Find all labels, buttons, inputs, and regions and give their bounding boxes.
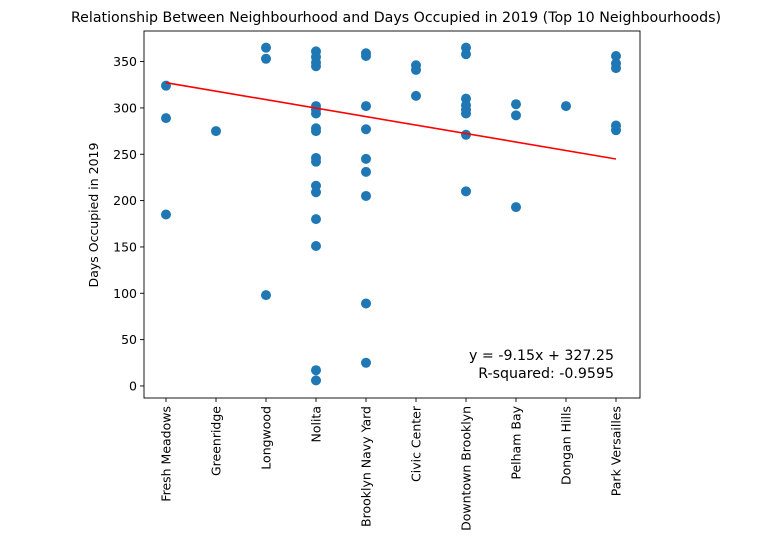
- data-point: [311, 214, 321, 225]
- data-point: [311, 365, 321, 376]
- data-point: [611, 51, 621, 62]
- data-point: [311, 126, 321, 137]
- x-tick-label: Downtown Brooklyn: [459, 406, 474, 531]
- y-tick-label: 100: [113, 286, 137, 301]
- data-point: [361, 298, 371, 309]
- data-point: [311, 108, 321, 119]
- data-point: [311, 187, 321, 198]
- x-tick-label: Fresh Meadows: [159, 406, 174, 502]
- data-point: [561, 101, 571, 112]
- data-point: [361, 51, 371, 62]
- data-point: [411, 90, 421, 101]
- x-axis-ticks: Fresh Meadows Greenridge Longwood Nolita Bro…: [159, 398, 624, 531]
- y-axis-ticks: 0 50 100 150 200 250 300 350: [113, 54, 144, 393]
- y-tick-label: 300: [113, 100, 137, 115]
- data-point: [611, 125, 621, 136]
- data-point: [511, 99, 521, 110]
- data-point: [311, 241, 321, 252]
- data-point: [311, 375, 321, 386]
- y-axis-label: Days Occupied in 2019: [86, 143, 101, 288]
- data-point: [411, 64, 421, 75]
- x-tick-label: Nolita: [309, 406, 324, 443]
- data-point: [361, 357, 371, 368]
- data-point: [211, 126, 221, 137]
- data-point: [261, 290, 271, 301]
- data-point: [611, 63, 621, 74]
- regression-equation: y = -9.15x + 327.25: [469, 348, 614, 364]
- y-tick-label: 0: [129, 378, 137, 393]
- r-squared-text: R-squared: -0.9595: [478, 366, 614, 382]
- y-tick-label: 200: [113, 193, 137, 208]
- data-point: [261, 42, 271, 53]
- data-point: [311, 156, 321, 167]
- x-tick-label: Longwood: [259, 406, 274, 470]
- data-point: [361, 166, 371, 177]
- y-tick-label: 350: [113, 54, 137, 69]
- plot-frame: [143, 30, 641, 399]
- data-point: [361, 124, 371, 135]
- regression-line: [165, 81, 617, 160]
- data-point: [461, 49, 471, 60]
- chart-title: Relationship Between Neighbourhood and D…: [71, 10, 721, 26]
- data-point: [461, 186, 471, 197]
- x-tick-label: Park Versailles: [609, 406, 624, 496]
- data-point: [161, 113, 171, 124]
- data-point: [361, 101, 371, 112]
- data-point: [361, 190, 371, 201]
- data-point: [361, 153, 371, 164]
- y-tick-label: 150: [113, 239, 137, 254]
- x-tick-label: Civic Center: [409, 405, 424, 482]
- x-tick-label: Dongan Hills: [559, 406, 574, 485]
- data-point: [461, 129, 471, 140]
- data-point: [261, 53, 271, 64]
- y-tick-label: 50: [121, 332, 137, 347]
- data-point: [161, 209, 171, 220]
- x-tick-label: Brooklyn Navy Yard: [359, 406, 374, 527]
- y-tick-label: 250: [113, 147, 137, 162]
- data-point: [511, 202, 521, 213]
- data-point: [461, 108, 471, 119]
- data-point: [311, 61, 321, 72]
- x-tick-label: Pelham Bay: [509, 405, 524, 479]
- x-tick-label: Greenridge: [209, 406, 224, 476]
- data-point: [161, 80, 171, 91]
- data-point: [511, 110, 521, 121]
